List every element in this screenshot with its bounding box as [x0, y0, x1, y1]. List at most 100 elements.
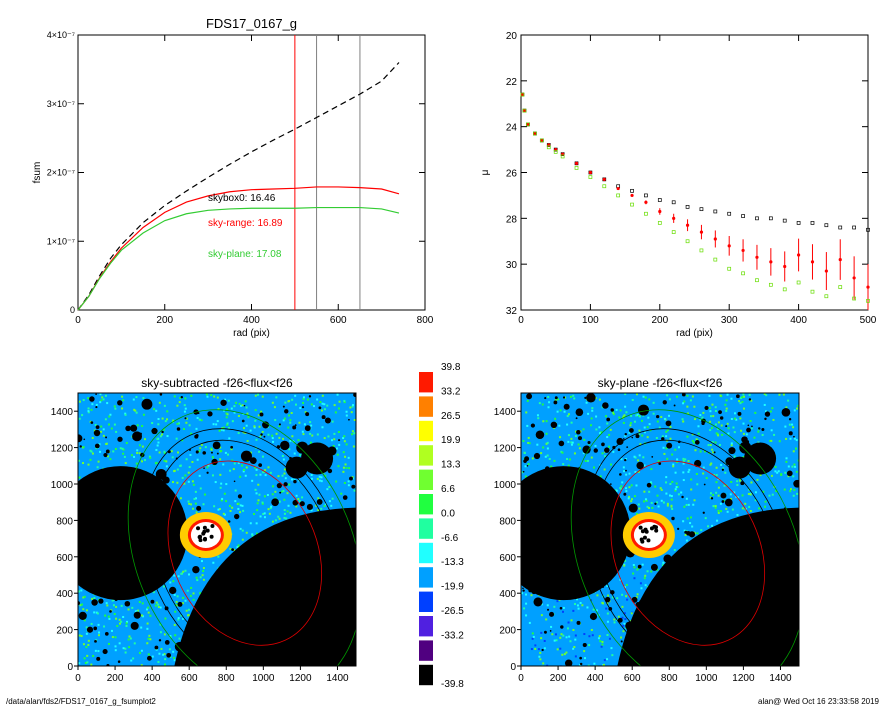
sky-subtracted-noise-pixel — [87, 407, 90, 410]
sky-plane-noise-pixel — [554, 417, 557, 420]
sky-subtracted-noise-pixel — [299, 454, 302, 457]
sky-plane-noise-pixel — [712, 505, 715, 508]
sky-subtracted-noise-pixel — [350, 411, 353, 414]
sky-subtracted-noise-pixel — [188, 573, 191, 576]
sky-plane-noise-pixel — [661, 435, 664, 438]
sky-subtracted-noise-pixel — [184, 569, 187, 572]
sky-plane-star-mask — [748, 398, 752, 401]
sky-subtracted-noise-pixel — [275, 432, 278, 435]
sky-subtracted-star-mask — [95, 425, 100, 429]
sky-plane-noise-pixel — [777, 470, 780, 473]
sky-subtracted-noise-pixel — [217, 508, 220, 511]
sky-plane-noise-pixel — [526, 399, 529, 402]
sky-subtracted-knot-star — [202, 525, 207, 530]
sky-plane-noise-pixel — [567, 621, 570, 624]
mu-point — [741, 214, 745, 218]
sky-plane-star-mask — [736, 394, 740, 399]
sky-subtracted-noise-pixel — [122, 448, 125, 451]
sky-plane-star-mask — [582, 445, 591, 454]
sky-plane-noise-pixel — [719, 394, 722, 397]
sky-plane-noise-pixel — [623, 622, 626, 625]
sky-plane-noise-pixel — [684, 458, 687, 461]
sky-plane-noise-pixel — [691, 395, 694, 398]
sky-plane-noise-pixel — [797, 404, 799, 407]
sky-plane-noise-pixel — [720, 463, 723, 466]
sky-subtracted-star-mask — [196, 505, 202, 511]
mu-point — [727, 244, 731, 248]
sky-plane-noise-pixel — [795, 447, 798, 450]
sky-plane-noise-pixel — [553, 639, 556, 642]
sky-subtracted-noise-pixel — [239, 504, 242, 507]
sky-subtracted-star-mask — [154, 645, 159, 650]
sky-plane-noise-pixel — [633, 566, 636, 569]
sky-subtracted-bright-star-mask — [78, 466, 188, 601]
sky-plane-noise-pixel — [708, 394, 711, 397]
sky-plane-noise-pixel — [793, 409, 796, 412]
sky-plane-bright-star-mask — [521, 466, 631, 601]
sky-plane-noise-pixel — [531, 637, 534, 640]
sky-plane-noise-pixel — [732, 426, 735, 429]
sky-subtracted-x-tick-label: 0 — [75, 673, 81, 684]
sky-subtracted-noise-pixel — [282, 419, 285, 422]
sky-subtracted-noise-pixel — [87, 643, 90, 646]
sky-plane-star-mask — [631, 436, 634, 439]
sky-subtracted-noise-pixel — [254, 409, 257, 412]
sky-plane-star-mask — [523, 459, 527, 463]
sky-subtracted-noise-pixel — [226, 422, 229, 425]
sky-subtracted-star-mask — [104, 632, 109, 636]
fsum-x-tick-label: 200 — [156, 315, 173, 326]
sky-subtracted-star-mask — [279, 491, 282, 494]
sky-plane-noise-pixel — [686, 517, 689, 520]
sky-subtracted-noise-pixel — [81, 414, 84, 417]
sky-plane-star-mask — [721, 468, 724, 471]
sky-subtracted-noise-pixel — [285, 517, 288, 520]
sky-subtracted-noise-pixel — [333, 432, 336, 435]
sky-subtracted-noise-pixel — [289, 419, 292, 422]
fsum-plot-frame — [77, 34, 426, 311]
sky-plane-noise-pixel — [754, 411, 757, 414]
sky-plane-noise-pixel — [545, 432, 548, 435]
sky-plane-noise-pixel — [709, 410, 712, 413]
sky-plane-star-mask — [560, 625, 564, 629]
fsum-plot-title: FDS17_0167_g — [206, 16, 297, 31]
sky-subtracted-star-mask — [259, 412, 264, 417]
sky-plane-noise-pixel — [715, 474, 718, 477]
sky-subtracted-noise-pixel — [180, 614, 183, 617]
sky-plane-noise-pixel — [754, 499, 757, 502]
sky-plane-y-tick-label: 1200 — [494, 444, 517, 455]
sky-subtracted-noise-pixel — [173, 395, 176, 398]
sky-plane-noise-pixel — [637, 470, 640, 473]
mu-point — [768, 282, 773, 287]
sky-subtracted-noise-pixel — [85, 646, 88, 649]
sky-plane-noise-pixel — [595, 415, 598, 418]
sky-plane-noise-pixel — [603, 468, 606, 471]
sky-plane-noise-pixel — [702, 472, 705, 475]
sky-plane-noise-pixel — [711, 524, 714, 527]
sky-subtracted-noise-pixel — [242, 509, 245, 512]
colorbar-swatch — [419, 591, 433, 612]
sky-subtracted-noise-pixel — [163, 663, 166, 666]
sky-plane-galaxy-mask — [617, 507, 799, 666]
sky-subtracted-noise-pixel — [230, 448, 233, 451]
sky-plane-noise-pixel — [792, 426, 795, 429]
sky-plane-noise-pixel — [717, 434, 720, 437]
sky-plane-noise-pixel — [567, 413, 570, 416]
sky-subtracted-noise-pixel — [254, 488, 257, 491]
sky-subtracted-noise-pixel — [183, 404, 186, 407]
sky-plane-noise-pixel — [665, 481, 668, 484]
mu-point — [796, 280, 801, 285]
sky-subtracted-noise-pixel — [227, 427, 230, 430]
sky-subtracted-noise-pixel — [223, 513, 226, 516]
sky-subtracted-noise-pixel — [203, 493, 206, 496]
sky-plane-title: sky-plane -f26<flux<f26 — [598, 376, 723, 390]
sky-subtracted-noise-pixel — [182, 596, 185, 599]
sky-subtracted-noise-pixel — [217, 408, 220, 411]
colorbar: 39.833.226.519.913.36.60.0-6.6-13.3-19.9… — [419, 362, 464, 690]
sky-subtracted-noise-pixel — [97, 634, 100, 637]
sky-plane-noise-pixel — [573, 646, 576, 649]
sky-plane-noise-pixel — [644, 584, 647, 587]
sky-plane-noise-pixel — [577, 443, 580, 446]
sky-plane-noise-pixel — [791, 465, 794, 468]
sky-subtracted-noise-pixel — [183, 482, 186, 485]
sky-plane-noise-pixel — [577, 607, 580, 610]
